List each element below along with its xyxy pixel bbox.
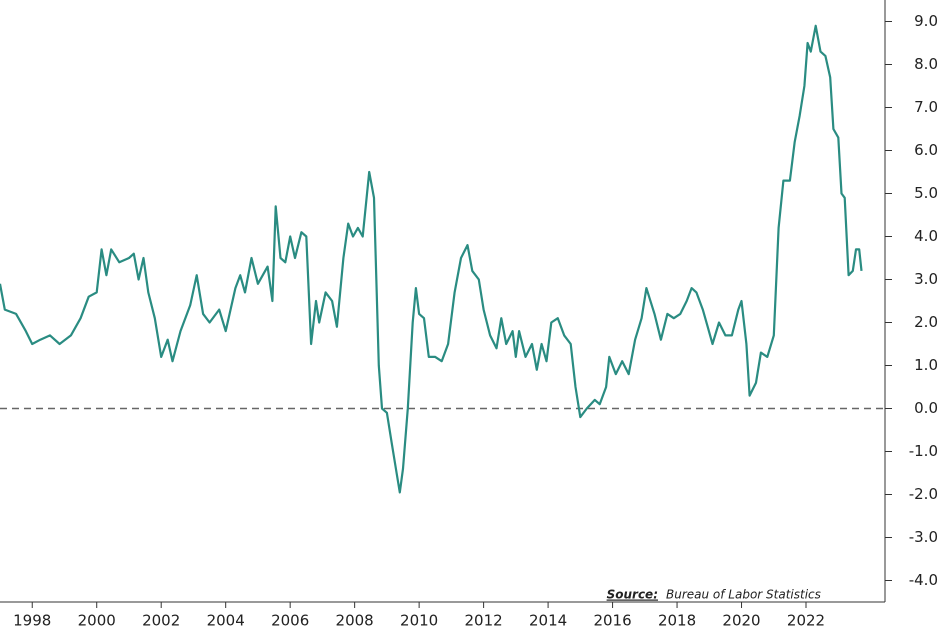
x-tick-label: 2014 [529,612,567,630]
y-tick-label: -1.0 [909,442,938,460]
y-tick-label: 3.0 [914,270,938,288]
y-tick-label: 7.0 [914,98,938,116]
x-tick-label: 2004 [207,612,245,630]
y-tick-label: 8.0 [914,55,938,73]
x-tick-label: 2002 [142,612,180,630]
x-tick-label: 2018 [658,612,696,630]
y-tick-label: 9.0 [914,12,938,30]
x-tick-label: 2010 [400,612,438,630]
x-tick-label: 2008 [336,612,374,630]
source-label: Source: [607,588,658,602]
x-tick-label: 2016 [593,612,631,630]
y-tick-label: 1.0 [914,356,938,374]
line [0,24,863,494]
y-tick-label: 2.0 [914,313,938,331]
y-tick-label: -2.0 [909,485,938,503]
source: Bureau of Labor Statistics [666,588,821,602]
x-tick-label: 2012 [465,612,503,630]
y-tick-label: 6.0 [914,141,938,159]
x-tick-label: 2006 [271,612,309,630]
x-tick-label: 2000 [78,612,116,630]
x-tick-label: 1998 [13,612,51,630]
x-tick-label: 2020 [722,612,760,630]
y-tick-label: 5.0 [914,184,938,202]
y-tick-label: -3.0 [909,528,938,546]
y-tick-label: 4.0 [914,227,938,245]
y-tick-label: -4.0 [909,571,938,589]
x-tick-label: 2022 [787,612,825,630]
y-tick-label: 0.0 [914,399,938,417]
